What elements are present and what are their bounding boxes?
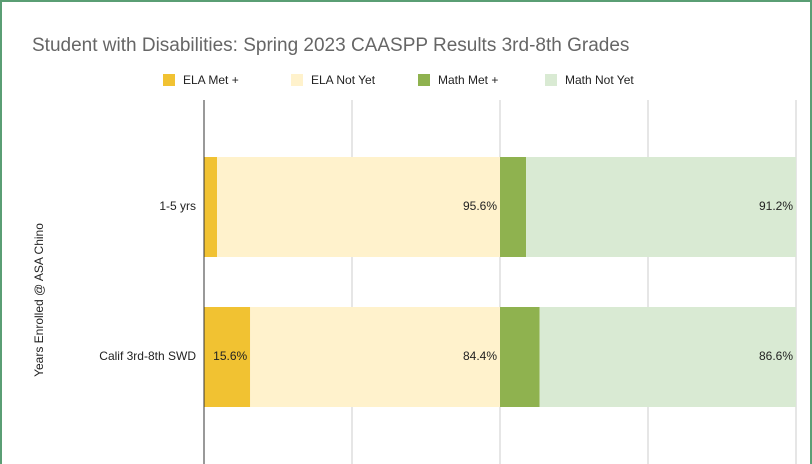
- bar-segment: [500, 307, 540, 407]
- legend-label: ELA Not Yet: [311, 73, 376, 87]
- bar-segment: [204, 157, 218, 257]
- legend-swatch: [545, 74, 557, 86]
- data-label: 84.4%: [463, 349, 497, 363]
- legend-swatch: [291, 74, 303, 86]
- bar-segment: [539, 307, 796, 407]
- legend-label: ELA Met +: [183, 73, 239, 87]
- data-label: 86.6%: [759, 349, 793, 363]
- legend-label: Math Not Yet: [565, 73, 634, 87]
- y-tick-label: 1-5 yrs: [159, 199, 196, 213]
- legend-swatch: [163, 74, 175, 86]
- y-tick-label: Calif 3rd-8th SWD: [99, 349, 196, 363]
- legend-label: Math Met +: [438, 73, 498, 87]
- bar-segment: [526, 157, 796, 257]
- bar-segment: [250, 307, 500, 407]
- data-label: 91.2%: [759, 199, 793, 213]
- data-label: 95.6%: [463, 199, 497, 213]
- legend-swatch: [418, 74, 430, 86]
- bar-segment: [500, 157, 527, 257]
- bar-segment: [217, 157, 501, 257]
- chart-title: Student with Disabilities: Spring 2023 C…: [32, 35, 629, 56]
- bar-segment: [204, 307, 251, 407]
- y-axis-label: Years Enrolled @ ASA Chino: [32, 223, 46, 377]
- data-label: 15.6%: [213, 349, 247, 363]
